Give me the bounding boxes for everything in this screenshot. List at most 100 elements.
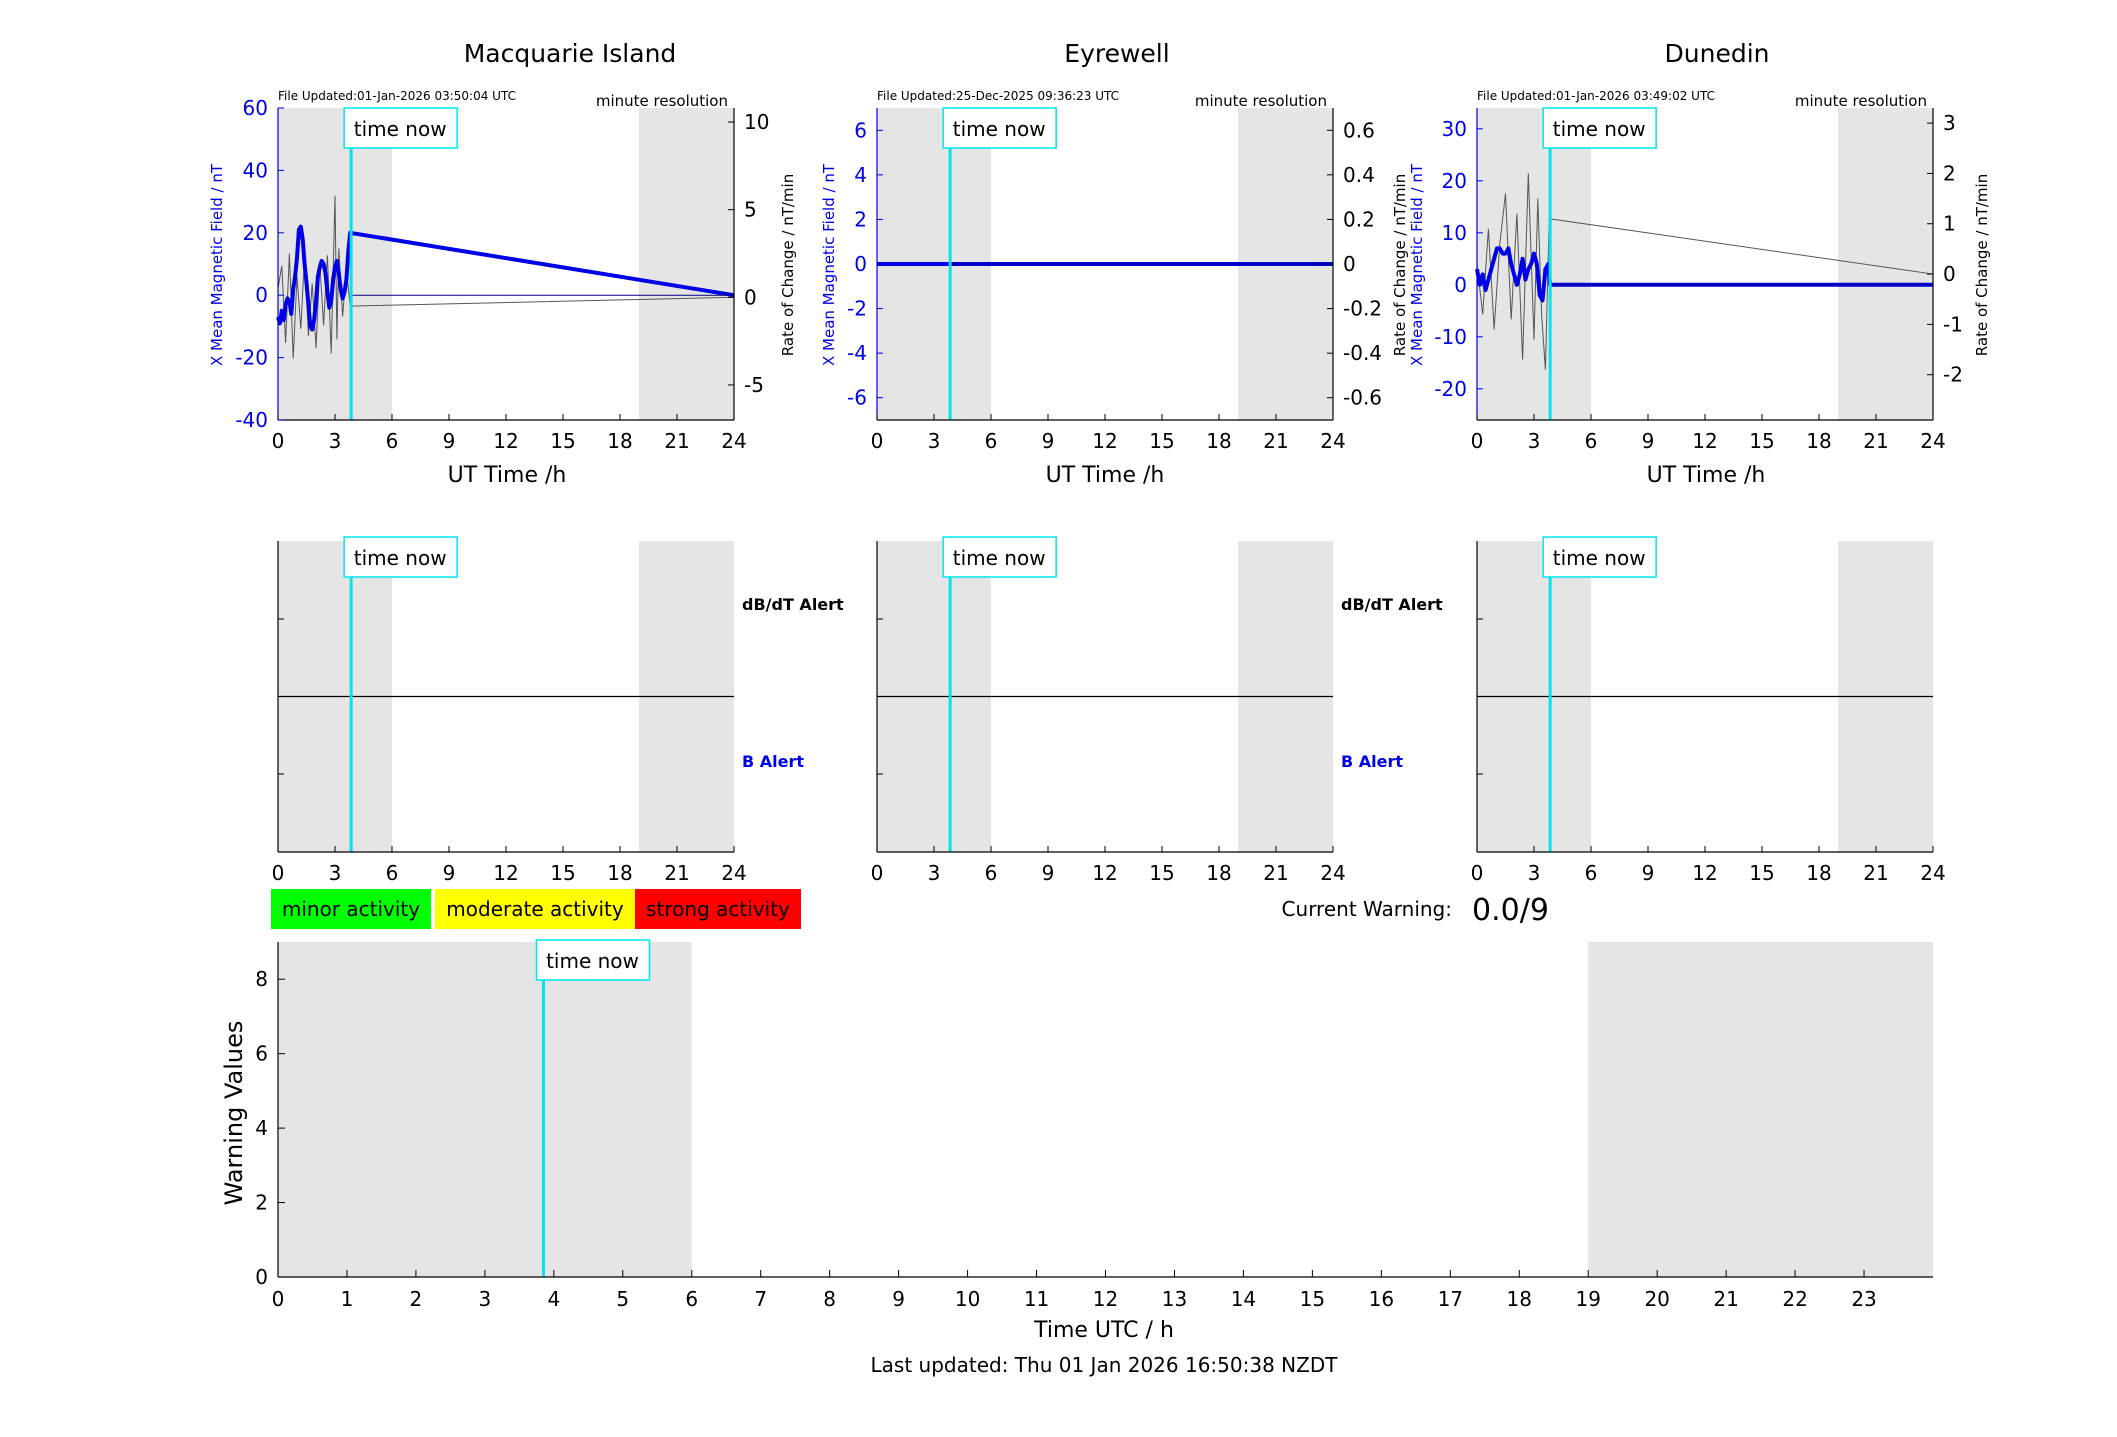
left-y-tick-label: 20 <box>1442 169 1467 193</box>
left-y-tick-label: -2 <box>847 297 867 321</box>
left-axis-label: X Mean Magnetic Field / nT <box>820 163 838 366</box>
x-tick-label: 18 <box>1806 861 1831 885</box>
current-warning-label: Current Warning: <box>1282 897 1452 921</box>
time-now-box <box>343 536 458 578</box>
file-updated-label: File Updated:01-Jan-2026 03:49:02 UTC <box>1477 89 1715 103</box>
legend-moderate-swatch <box>435 889 635 929</box>
x-tick-label: 0 <box>871 861 884 885</box>
left-y-tick-label: -10 <box>1434 325 1467 349</box>
left-y-tick-label: 10 <box>1442 221 1467 245</box>
x-tick-label: 9 <box>1042 861 1055 885</box>
dbdt-alert-label: dB/dT Alert <box>1341 595 1443 614</box>
station-title-dunedin: Dunedin <box>1665 39 1770 68</box>
left-y-tick-label: -6 <box>847 386 867 410</box>
station-title-macquarie: Macquarie Island <box>464 39 677 68</box>
left-y-tick-label: -20 <box>235 346 268 370</box>
left-y-tick-label: 0 <box>1454 273 1467 297</box>
right-y-tick-label: 0.6 <box>1343 118 1375 142</box>
right-y-tick-label: 2 <box>1943 161 1956 185</box>
warning-x-tick-label: 21 <box>1713 1287 1738 1311</box>
resolution-label: minute resolution <box>1195 92 1327 110</box>
x-tick-label: 24 <box>1920 429 1945 453</box>
warning-x-tick-label: 6 <box>685 1287 698 1311</box>
right-y-tick-label: 10 <box>744 110 769 134</box>
warning-x-tick-label: 10 <box>955 1287 980 1311</box>
x-tick-label: 21 <box>1263 861 1288 885</box>
warning-x-tick-label: 19 <box>1575 1287 1600 1311</box>
x-tick-label: 0 <box>1471 861 1484 885</box>
right-y-tick-label: 3 <box>1943 111 1956 135</box>
right-y-tick-label: -0.4 <box>1343 341 1382 365</box>
x-tick-label: 9 <box>1042 429 1055 453</box>
time-now-box <box>942 536 1057 578</box>
warning-x-tick-label: 0 <box>272 1287 285 1311</box>
left-y-tick-label: 40 <box>243 158 268 182</box>
left-y-tick-label: 0 <box>854 252 867 276</box>
time-now-box <box>1542 107 1657 149</box>
left-y-tick-label: 60 <box>243 96 268 120</box>
left-y-tick-label: -4 <box>847 341 867 365</box>
time-now-box <box>535 939 651 981</box>
x-tick-label: 12 <box>493 429 518 453</box>
dbdt-alert-label: dB/dT Alert <box>742 595 844 614</box>
left-y-tick-label: 6 <box>854 118 867 142</box>
x-tick-label: 6 <box>386 861 399 885</box>
x-tick-label: 12 <box>1092 861 1117 885</box>
right-y-tick-label: -0.2 <box>1343 297 1382 321</box>
shaded-night-band-0 <box>1477 108 1591 420</box>
x-tick-label: 21 <box>1263 429 1288 453</box>
eyrewell-alert-panel: dB/dT Alert B Alert time now 0 3 6 9 12 15 18 21… <box>871 536 1443 885</box>
warning-x-tick-label: 17 <box>1438 1287 1463 1311</box>
x-tick-label: 9 <box>1642 429 1655 453</box>
warning-x-axis-label: Time UTC / h <box>1033 1318 1174 1343</box>
left-y-tick-label: 4 <box>854 163 867 187</box>
rate-of-change-line <box>1476 173 1934 370</box>
x-tick-label: 6 <box>386 429 399 453</box>
x-tick-label: 18 <box>1806 429 1831 453</box>
warning-x-tick-label: 16 <box>1369 1287 1394 1311</box>
x-tick-label: 18 <box>607 861 632 885</box>
x-axis-label: UT Time /h <box>1647 463 1766 488</box>
dunedin-field-panel: File Updated:01-Jan-2026 03:49:02 UTC mi… <box>1408 89 1991 488</box>
legend-moderate-label: moderate activity <box>446 897 624 921</box>
right-axis-label: Rate of Change / nT/min <box>1973 174 1991 356</box>
right-y-tick-label: -1 <box>1943 312 1963 336</box>
warning-y-tick-label: 8 <box>255 967 268 991</box>
activity-legend: minor activity moderate activity strong … <box>271 889 801 929</box>
x-tick-label: 12 <box>1092 429 1117 453</box>
warning-x-tick-label: 11 <box>1024 1287 1049 1311</box>
x-tick-label: 15 <box>1149 861 1174 885</box>
eyrewell-field-panel: File Updated:25-Dec-2025 09:36:23 UTC mi… <box>820 89 1409 488</box>
x-tick-label: 9 <box>443 429 456 453</box>
left-axis-label: X Mean Magnetic Field / nT <box>208 163 226 366</box>
shaded-night-band-1 <box>1838 108 1933 420</box>
x-tick-label: 3 <box>928 429 941 453</box>
x-tick-label: 24 <box>1320 861 1345 885</box>
warning-x-tick-label: 7 <box>754 1287 767 1311</box>
legend-strong-label: strong activity <box>646 897 790 921</box>
time-now-label: time now <box>953 117 1046 141</box>
x-tick-label: 18 <box>1206 429 1231 453</box>
resolution-label: minute resolution <box>596 92 728 110</box>
time-now-label: time now <box>1553 546 1646 570</box>
right-axis-label: Rate of Change / nT/min <box>1391 174 1409 356</box>
warning-y-axis-label: Warning Values <box>220 1021 248 1206</box>
x-tick-label: 6 <box>985 429 998 453</box>
legend-minor-label: minor activity <box>282 897 420 921</box>
warning-x-tick-label: 3 <box>479 1287 492 1311</box>
right-y-tick-label: 0 <box>1943 262 1956 286</box>
x-tick-label: 6 <box>1585 429 1598 453</box>
right-y-tick-label: -2 <box>1943 363 1963 387</box>
time-now-box <box>1542 536 1657 578</box>
warning-x-tick-label: 15 <box>1300 1287 1325 1311</box>
x-tick-label: 21 <box>1863 429 1888 453</box>
left-y-tick-label: -20 <box>1434 377 1467 401</box>
mean-field-line <box>1475 246 1933 303</box>
file-updated-label: File Updated:01-Jan-2026 03:50:04 UTC <box>278 89 516 103</box>
legend-strong-swatch <box>635 889 801 929</box>
x-tick-label: 21 <box>664 429 689 453</box>
warning-y-tick-label: 2 <box>255 1191 268 1215</box>
warning-y-tick-label: 6 <box>255 1042 268 1066</box>
left-y-tick-label: 2 <box>854 207 867 231</box>
